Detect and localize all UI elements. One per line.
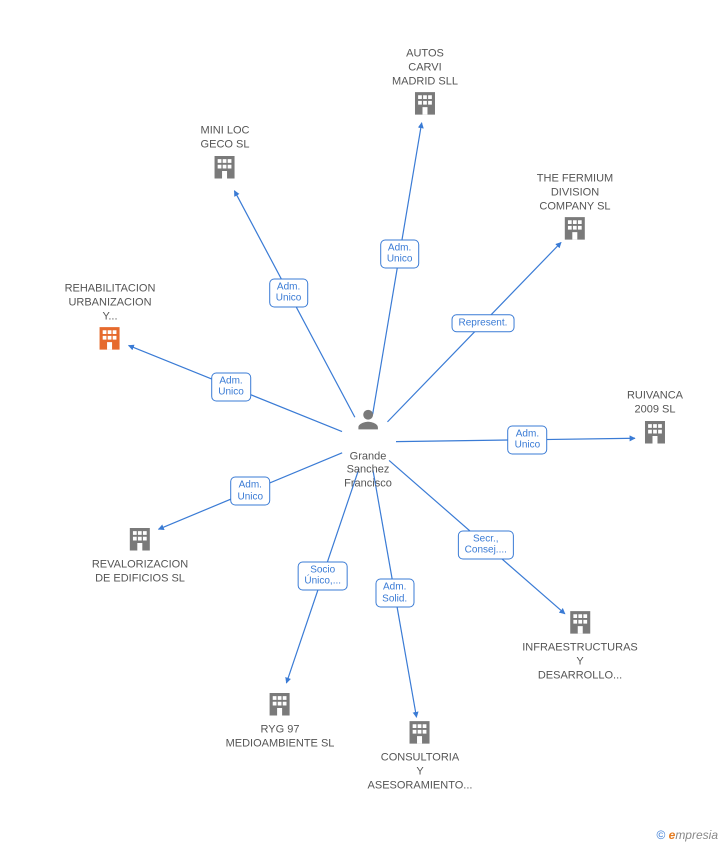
- building-icon: [522, 607, 638, 637]
- edge-label: Adm.Unico: [508, 425, 548, 454]
- brand-rest: mpresia: [675, 828, 718, 842]
- building-icon: [537, 214, 613, 244]
- central-person-node: Grande Sanchez Francisco: [344, 393, 392, 492]
- edge-line: [129, 345, 342, 431]
- company-node-autos: AUTOSCARVIMADRID SLL: [392, 47, 458, 122]
- company-label: MINI LOCGECO SL: [201, 124, 250, 150]
- company-label: RUIVANCA2009 SL: [627, 389, 683, 415]
- edge-label: Adm.Unico: [380, 239, 420, 268]
- company-node-ruivanca: RUIVANCA2009 SL: [627, 389, 683, 451]
- company-label: REVALORIZACIONDE EDIFICIOS SL: [92, 558, 188, 584]
- building-icon: [65, 324, 156, 354]
- building-icon: [368, 717, 473, 747]
- network-diagram: Grande Sanchez Francisco AUTOSCARVIMADRI…: [0, 0, 728, 850]
- edge-label: Adm.Unico: [231, 477, 271, 506]
- edge-label: Adm.Solid.: [375, 579, 414, 608]
- watermark: © empresia: [656, 828, 718, 842]
- company-label: RYG 97MEDIOAMBIENTE SL: [226, 723, 335, 749]
- company-node-revalor: REVALORIZACIONDE EDIFICIOS SL: [92, 524, 188, 586]
- edge-line: [387, 242, 561, 421]
- edge-label: Adm.Unico: [211, 372, 251, 401]
- edge-line: [389, 460, 565, 613]
- edge-line: [373, 470, 417, 718]
- edge-label: Represent.: [451, 314, 514, 332]
- building-icon: [201, 152, 250, 182]
- company-node-ryg: RYG 97MEDIOAMBIENTE SL: [226, 689, 335, 751]
- building-icon: [92, 524, 188, 554]
- company-node-fermium: THE FERMIUMDIVISIONCOMPANY SL: [537, 172, 613, 247]
- central-label: Grande Sanchez Francisco: [344, 450, 392, 490]
- edge-line: [286, 469, 359, 684]
- edge-line: [373, 123, 422, 415]
- building-icon: [392, 89, 458, 119]
- edge-line: [396, 438, 635, 441]
- building-icon: [627, 417, 683, 447]
- edge-label: Secr.,Consej....: [458, 530, 514, 559]
- edge-line: [158, 453, 342, 530]
- building-icon: [226, 689, 335, 719]
- company-node-infra: INFRAESTRUCTURASYDESARROLLO...: [522, 607, 638, 682]
- company-label: INFRAESTRUCTURASYDESARROLLO...: [522, 641, 638, 681]
- company-label: REHABILITACIONURBANIZACIONY...: [65, 282, 156, 322]
- copyright-mark: ©: [656, 828, 665, 842]
- company-label: THE FERMIUMDIVISIONCOMPANY SL: [537, 172, 613, 212]
- company-label: AUTOSCARVIMADRID SLL: [392, 47, 458, 87]
- company-node-miniloc: MINI LOCGECO SL: [201, 124, 250, 186]
- edge-label: SocioÚnico,...: [297, 561, 348, 590]
- company-node-consult: CONSULTORIAYASESORAMIENTO...: [368, 717, 473, 792]
- person-icon: [355, 406, 381, 432]
- company-label: CONSULTORIAYASESORAMIENTO...: [368, 751, 473, 791]
- edges-layer: [0, 0, 728, 850]
- edge-label: Adm.Unico: [269, 278, 309, 307]
- company-node-rehab: REHABILITACIONURBANIZACIONY...: [65, 282, 156, 357]
- edge-line: [234, 191, 354, 418]
